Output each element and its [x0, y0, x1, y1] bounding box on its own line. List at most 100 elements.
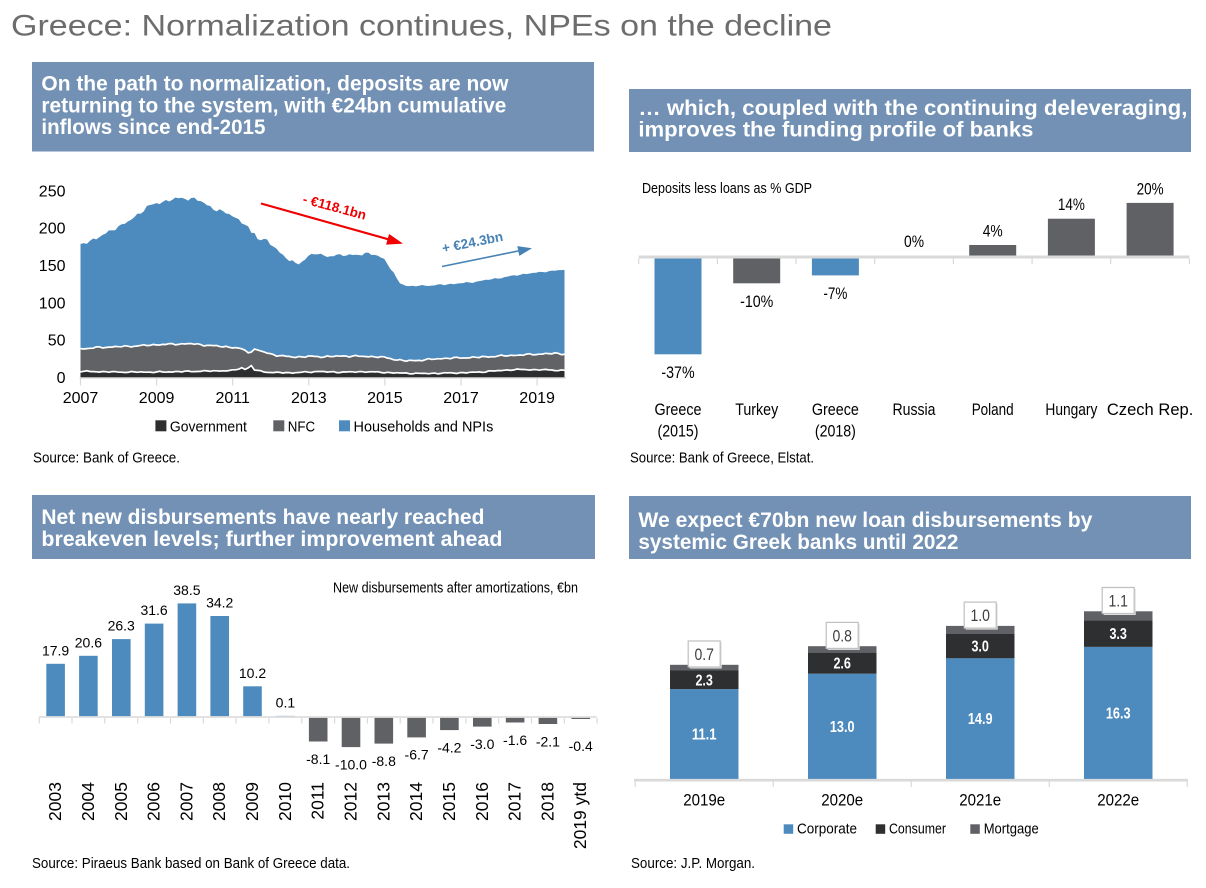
- svg-text:Households and NPIs: Households and NPIs: [354, 419, 494, 435]
- svg-text:2012: 2012: [341, 782, 361, 821]
- svg-text:2021e: 2021e: [959, 791, 1001, 810]
- svg-text:Source: Bank of Greece.: Source: Bank of Greece.: [33, 450, 180, 467]
- svg-text:2018: 2018: [537, 782, 557, 821]
- svg-text:34.2: 34.2: [206, 594, 233, 610]
- svg-text:2015: 2015: [439, 782, 459, 821]
- svg-text:-10.0: -10.0: [335, 756, 367, 772]
- svg-text:2017: 2017: [443, 390, 479, 407]
- svg-text:200: 200: [39, 221, 66, 238]
- svg-text:(2015): (2015): [658, 422, 699, 441]
- svg-text:2019 ytd: 2019 ytd: [570, 782, 590, 849]
- svg-text:Greece: Greece: [812, 400, 859, 419]
- svg-text:0: 0: [57, 370, 66, 387]
- svg-text:14.9: 14.9: [968, 711, 993, 728]
- svg-text:-6.7: -6.7: [405, 747, 429, 763]
- svg-text:11.1: 11.1: [692, 727, 717, 744]
- svg-text:Greece: Greece: [655, 400, 702, 419]
- svg-text:14%: 14%: [1058, 195, 1085, 214]
- svg-text:2017: 2017: [505, 782, 525, 821]
- svg-text:3.3: 3.3: [1109, 626, 1127, 643]
- svg-text:-37%: -37%: [661, 363, 694, 382]
- svg-text:150: 150: [39, 258, 66, 275]
- svg-text:(2018): (2018): [815, 422, 856, 441]
- svg-text:Greece: Normalization continue: Greece: Normalization continues, NPEs on…: [11, 10, 832, 43]
- svg-text:New disbursements after amorti: New disbursements after amortizations, €…: [333, 580, 578, 597]
- svg-text:3.0: 3.0: [971, 639, 989, 656]
- svg-text:-8.1: -8.1: [306, 751, 330, 767]
- svg-text:2020e: 2020e: [821, 791, 863, 810]
- svg-text:-10%: -10%: [740, 292, 773, 311]
- svg-text:2013: 2013: [373, 782, 393, 821]
- svg-text:2022e: 2022e: [1097, 791, 1139, 810]
- svg-text:We expect €70bn new loan disbu: We expect €70bn new loan disbursements b…: [638, 509, 1092, 532]
- svg-text:2014: 2014: [406, 782, 426, 821]
- svg-text:2007: 2007: [176, 782, 196, 821]
- svg-text:-1.6: -1.6: [503, 732, 527, 748]
- svg-text:20.6: 20.6: [75, 634, 102, 650]
- svg-text:-7%: -7%: [823, 284, 847, 303]
- svg-text:Net new disbursements have nea: Net new disbursements have nearly reache…: [41, 506, 484, 529]
- svg-text:2019e: 2019e: [683, 791, 725, 810]
- svg-text:31.6: 31.6: [140, 602, 167, 618]
- svg-text:… which, coupled with the cont: … which, coupled with the continuing del…: [638, 97, 1187, 120]
- svg-text:0.8: 0.8: [832, 627, 852, 645]
- svg-text:2.3: 2.3: [695, 672, 713, 689]
- svg-text:inflows since end-2015: inflows since end-2015: [41, 116, 265, 139]
- svg-text:2011: 2011: [215, 390, 250, 407]
- svg-text:-8.8: -8.8: [372, 753, 396, 769]
- svg-text:16.3: 16.3: [1106, 705, 1131, 722]
- svg-text:-4.2: -4.2: [437, 739, 461, 755]
- svg-text:2010: 2010: [275, 782, 295, 821]
- svg-text:Czech Rep.: Czech Rep.: [1107, 400, 1194, 419]
- svg-text:+ €24.3bn: + €24.3bn: [441, 229, 505, 256]
- svg-text:returning to the system, with: returning to the system, with €24bn cumu…: [41, 94, 506, 117]
- svg-text:2013: 2013: [291, 390, 327, 407]
- svg-text:Hungary: Hungary: [1045, 400, 1097, 419]
- svg-text:2009: 2009: [242, 782, 262, 821]
- svg-text:38.5: 38.5: [173, 582, 200, 598]
- svg-text:-2.1: -2.1: [536, 733, 560, 749]
- svg-text:1.0: 1.0: [970, 607, 990, 625]
- svg-text:2019: 2019: [519, 390, 555, 407]
- svg-text:Turkey: Turkey: [735, 400, 778, 419]
- svg-text:4%: 4%: [983, 221, 1003, 240]
- svg-text:-0.4: -0.4: [569, 738, 593, 754]
- svg-text:Source: Bank of Greece, Elstat: Source: Bank of Greece, Elstat.: [630, 450, 814, 467]
- svg-text:2015: 2015: [367, 390, 403, 407]
- svg-text:100: 100: [39, 295, 66, 312]
- svg-text:breakeven levels; further impr: breakeven levels; further improvement ah…: [41, 528, 502, 551]
- svg-text:2.6: 2.6: [833, 656, 851, 673]
- svg-text:Corporate: Corporate: [797, 820, 857, 837]
- svg-text:2008: 2008: [209, 782, 229, 821]
- svg-text:0.1: 0.1: [276, 694, 296, 710]
- svg-text:improves the funding profile o: improves the funding profile of banks: [638, 119, 1033, 142]
- svg-text:systemic Greek banks until 202: systemic Greek banks until 2022: [638, 531, 958, 554]
- svg-text:Consumer: Consumer: [889, 820, 946, 837]
- svg-text:Deposits less loans as % GDP: Deposits less loans as % GDP: [642, 180, 812, 197]
- svg-text:17.9: 17.9: [42, 642, 69, 658]
- svg-text:13.0: 13.0: [830, 719, 855, 736]
- svg-text:50: 50: [48, 333, 66, 350]
- svg-text:2009: 2009: [139, 390, 175, 407]
- svg-text:20%: 20%: [1137, 179, 1164, 198]
- svg-text:26.3: 26.3: [108, 618, 135, 634]
- svg-text:Mortgage: Mortgage: [984, 820, 1039, 837]
- svg-text:Poland: Poland: [972, 400, 1014, 419]
- svg-text:0.7: 0.7: [694, 646, 714, 664]
- svg-text:Government: Government: [170, 419, 247, 435]
- svg-text:On the path to normalization,: On the path to normalization, deposits a…: [41, 73, 509, 96]
- svg-text:2006: 2006: [144, 782, 164, 821]
- svg-text:-3.0: -3.0: [470, 736, 494, 752]
- svg-text:250: 250: [39, 183, 66, 200]
- svg-text:NFC: NFC: [288, 419, 315, 435]
- svg-text:0%: 0%: [904, 232, 924, 251]
- svg-text:10.2: 10.2: [239, 665, 266, 681]
- svg-text:2016: 2016: [472, 782, 492, 821]
- svg-text:Source: J.P. Morgan.: Source: J.P. Morgan.: [631, 855, 755, 872]
- svg-text:2005: 2005: [111, 782, 131, 821]
- svg-text:Russia: Russia: [893, 400, 936, 419]
- svg-text:2004: 2004: [78, 782, 98, 821]
- svg-text:1.1: 1.1: [1108, 593, 1128, 611]
- svg-text:2007: 2007: [63, 390, 99, 407]
- svg-text:2011: 2011: [308, 782, 328, 820]
